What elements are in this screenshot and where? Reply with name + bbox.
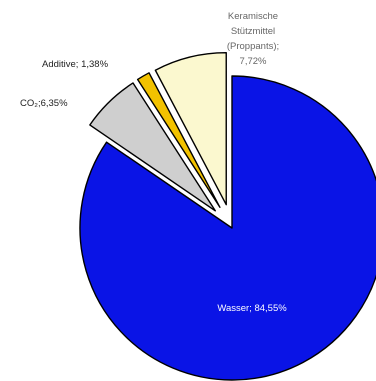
slice-wasser [79,75,376,381]
slice-label-keramik-line1: Keramische [228,11,278,22]
slice-label-keramik-line4: 7,72% [240,56,267,67]
slice-keramik [154,52,227,206]
slice-co2 [89,82,216,212]
slice-label-wasser: Wasser; 84,55% [217,303,287,314]
slice-label-keramik-line3: (Proppants); [227,41,279,52]
slice-label-co2: CO₂;6,35% [20,98,68,109]
slice-additive [136,72,221,208]
pie-slices [79,52,376,381]
slice-label-additive: Additive; 1,38% [42,59,109,70]
pie-labels: Wasser; 84,55% CO₂;6,35% Additive; 1,38%… [20,11,287,314]
slice-label-keramik-line2: Stützmittel [231,26,275,37]
